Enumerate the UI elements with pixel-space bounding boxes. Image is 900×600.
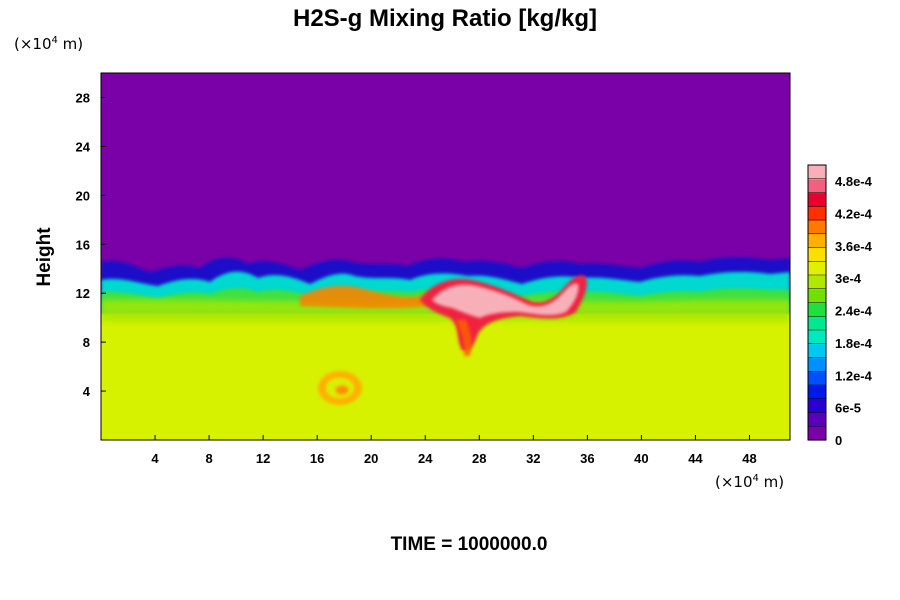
colorbar-swatch <box>808 330 826 345</box>
field-plume-tail <box>456 320 472 356</box>
field-plume-pink <box>432 283 579 318</box>
x-tick-label: 24 <box>418 451 433 466</box>
y-tick-label: 24 <box>76 139 91 154</box>
colorbar-tick-label: 4.8e-4 <box>835 174 873 189</box>
plot-frame <box>100 72 791 441</box>
colorbar-tick-label: 1.2e-4 <box>835 368 873 383</box>
x-unit-prefix: (×10 <box>715 473 753 491</box>
colorbar-swatch <box>808 371 826 386</box>
colorbar-swatch <box>808 426 826 441</box>
x-tick-label: 40 <box>634 451 648 466</box>
field-lower-region <box>101 306 790 440</box>
colorbar-tick-label: 3.6e-4 <box>835 239 873 254</box>
y-axis: 4 8 12 16 20 24 28 <box>76 90 106 399</box>
y-axis-title: Height <box>34 227 55 287</box>
colorbar-swatch <box>808 385 826 400</box>
colorbar-tick-label: 1.8e-4 <box>835 336 873 351</box>
x-unit-exponent: 4 <box>753 473 759 484</box>
x-tick-label: 8 <box>205 451 212 466</box>
x-tick-label: 48 <box>742 451 756 466</box>
colorbar-swatch <box>808 275 826 290</box>
colorbar-swatch <box>808 316 826 331</box>
colorbar-swatch <box>808 220 826 235</box>
colorbar-swatch <box>808 247 826 262</box>
colorbar-swatch <box>808 206 826 221</box>
y-tick-label: 12 <box>76 286 90 301</box>
x-tick-label: 44 <box>688 451 703 466</box>
colorbar-swatch <box>808 288 826 304</box>
colorbar-swatch <box>808 261 826 276</box>
y-unit-exponent: 4 <box>52 35 58 46</box>
time-label: TIME = 1000000.0 <box>391 534 548 555</box>
colorbar-swatch <box>808 192 826 207</box>
y-tick-label: 20 <box>76 188 90 203</box>
field-orange-streaks <box>300 285 428 309</box>
colorbar: 0 6e-5 1.2e-4 1.8e-4 2.4e-4 3e-4 3.6e-4 4.2e-4 4… <box>807 164 873 448</box>
x-unit-suffix: m) <box>759 473 784 491</box>
x-tick-label: 36 <box>580 451 594 466</box>
colorbar-swatch <box>808 343 826 359</box>
colorbar-tick-label: 0 <box>835 433 842 448</box>
colorbar-swatch <box>808 233 826 249</box>
colorbar-swatch <box>808 178 826 194</box>
colorbar-swatch <box>808 302 826 317</box>
y-tick-label: 28 <box>76 90 90 105</box>
y-unit-suffix: m) <box>58 35 83 53</box>
colorbar-frame <box>807 164 827 441</box>
heatmap-field <box>101 73 790 440</box>
chart-title: H2S-g Mixing Ratio [kg/kg] <box>293 5 597 32</box>
x-tick-label: 16 <box>310 451 324 466</box>
x-tick-label: 4 <box>151 451 159 466</box>
colorbar-swatch <box>808 357 826 372</box>
colorbar-swatch <box>808 412 826 427</box>
y-unit-prefix: (×10 <box>14 35 52 53</box>
colorbar-swatch <box>808 165 826 180</box>
y-tick-label: 8 <box>83 335 90 350</box>
y-axis-unit: (×104 m) <box>14 35 83 53</box>
colorbar-tick-label: 4.2e-4 <box>835 207 873 222</box>
colorbar-swatch <box>808 398 826 414</box>
x-tick-label: 20 <box>364 451 378 466</box>
y-tick-label: 4 <box>83 384 91 399</box>
x-tick-label: 32 <box>526 451 540 466</box>
x-tick-label: 28 <box>472 451 486 466</box>
colorbar-tick-label: 2.4e-4 <box>835 304 873 319</box>
colorbar-tick-label: 3e-4 <box>835 271 862 286</box>
x-tick-label: 12 <box>256 451 270 466</box>
x-axis: 4 8 12 16 20 24 28 32 36 40 44 48 <box>151 435 757 466</box>
field-swirl <box>318 371 362 405</box>
x-axis-unit: (×104 m) <box>715 473 784 491</box>
colorbar-tick-label: 6e-5 <box>835 401 861 416</box>
y-tick-label: 16 <box>76 237 90 252</box>
